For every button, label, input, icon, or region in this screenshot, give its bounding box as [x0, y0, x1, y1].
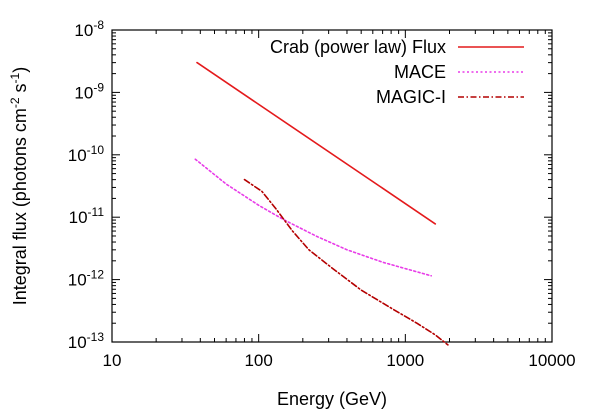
series-line-mace	[194, 158, 433, 277]
y-axis-title-prefix: Integral flux (photons cm	[10, 108, 30, 305]
x-tick-label: 1000	[386, 351, 424, 370]
series-lines	[194, 61, 449, 346]
series-line-crab-power-law-flux	[196, 61, 437, 225]
legend-label-crab-power-law-flux: Crab (power law) Flux	[270, 37, 446, 57]
y-axis-title-mid: s	[10, 83, 30, 97]
y-axis-title-exp2: -1	[8, 72, 22, 83]
x-tick-label: 100	[244, 351, 272, 370]
y-axis-title-exp1: -2	[8, 97, 22, 108]
y-axis-title-suffix: )	[10, 67, 30, 73]
plot-frame	[111, 29, 553, 343]
legend-label-mace: MACE	[394, 62, 446, 82]
y-tick-label: 10-12	[68, 268, 105, 290]
plot-area	[111, 29, 553, 346]
legend-label-magic-i: MAGIC-I	[376, 87, 446, 107]
y-tick-label: 10-9	[74, 80, 104, 102]
y-axis-title: Integral flux (photons cm-2 s-1)	[8, 67, 30, 305]
legend: Crab (power law) Flux MACE MAGIC-I	[270, 37, 524, 107]
y-tick-label: 10-8	[74, 18, 104, 40]
y-tick-label: 10-11	[69, 205, 105, 227]
series-line-magic-i	[243, 178, 449, 346]
x-tick-label: 10000	[528, 351, 575, 370]
axis-ticks: 10 100 1000 10000 10-13 10-12 10-11 10-10 10-9 10…	[68, 18, 576, 370]
x-tick-label: 10	[103, 351, 122, 370]
y-tick-label: 10-10	[68, 143, 105, 165]
x-axis-title: Energy (GeV)	[277, 389, 387, 409]
y-tick-label: 10-13	[68, 330, 105, 352]
